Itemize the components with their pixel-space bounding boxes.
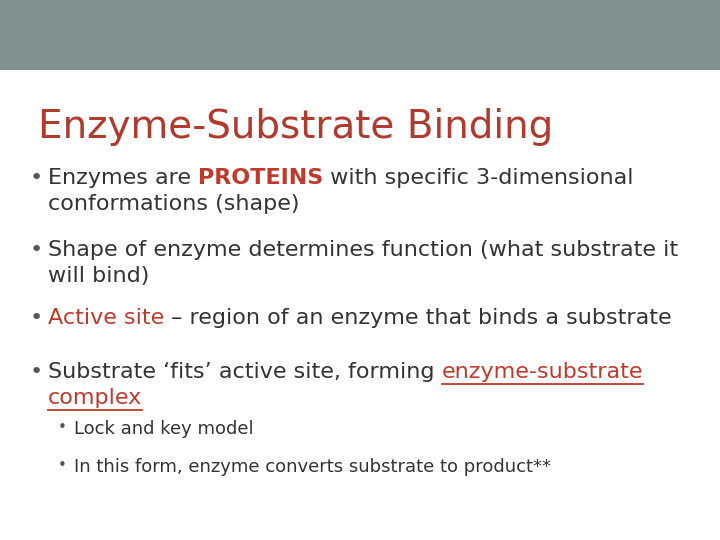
Text: •: • xyxy=(30,362,43,382)
Text: •: • xyxy=(30,168,43,188)
Text: Enzyme-Substrate Binding: Enzyme-Substrate Binding xyxy=(38,108,553,146)
Text: In this form, enzyme converts substrate to product**: In this form, enzyme converts substrate … xyxy=(74,458,551,476)
Text: with specific 3-dimensional: with specific 3-dimensional xyxy=(323,168,634,188)
Text: conformations (shape): conformations (shape) xyxy=(48,194,300,214)
Text: enzyme-substrate: enzyme-substrate xyxy=(441,362,643,382)
Text: •: • xyxy=(30,240,43,260)
Text: complex: complex xyxy=(48,388,143,408)
Text: •: • xyxy=(58,458,67,473)
Text: Enzymes are: Enzymes are xyxy=(48,168,198,188)
Text: – region of an enzyme that binds a substrate: – region of an enzyme that binds a subst… xyxy=(164,308,672,328)
Text: PROTEINS: PROTEINS xyxy=(198,168,323,188)
Text: Substrate ‘fits’ active site, forming: Substrate ‘fits’ active site, forming xyxy=(48,362,441,382)
Bar xyxy=(0,0,720,70)
Text: will bind): will bind) xyxy=(48,266,149,286)
Text: •: • xyxy=(58,420,67,435)
Text: Active site: Active site xyxy=(48,308,164,328)
Text: Shape of enzyme determines function (what substrate it: Shape of enzyme determines function (wha… xyxy=(48,240,678,260)
Text: •: • xyxy=(30,308,43,328)
Text: Lock and key model: Lock and key model xyxy=(74,420,253,438)
